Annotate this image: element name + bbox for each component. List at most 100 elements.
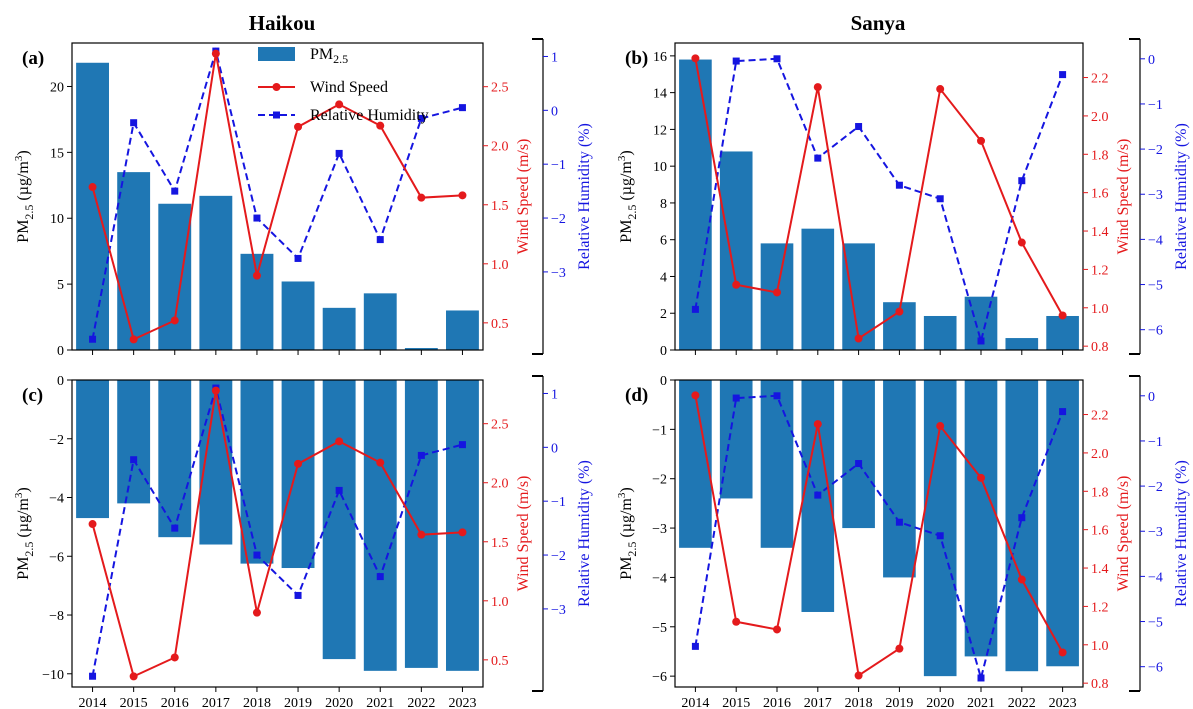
- wind-tick-label: 2.2: [1091, 409, 1109, 424]
- pm-tick-label: 4: [660, 270, 667, 285]
- wind-point: [211, 386, 220, 395]
- pm-tick-label: 0: [57, 374, 64, 389]
- rh-axis-label: Relative Humidity (%): [576, 123, 593, 270]
- rh-point: [1018, 177, 1026, 185]
- rh-point: [335, 486, 343, 494]
- wind-point: [1058, 648, 1067, 657]
- wind-point: [1017, 238, 1026, 247]
- wind-point: [458, 528, 467, 537]
- pm25-bar: [883, 380, 916, 578]
- rh-point: [773, 55, 781, 63]
- pm-tick-label: −3: [652, 522, 667, 537]
- pm-axis-label: PM2.5 (µg/m3): [616, 487, 639, 579]
- pm25-bar: [158, 203, 192, 350]
- wind-point: [1017, 575, 1026, 584]
- rh-tick-label: −3: [1148, 188, 1163, 203]
- rh-point: [335, 149, 343, 157]
- pm-tick-label: 10: [50, 212, 64, 227]
- pm25-bar: [363, 293, 397, 350]
- wind-tick-label: 1.2: [1091, 600, 1109, 615]
- pm-tick-label: −10: [42, 668, 64, 683]
- pm25-bar: [964, 380, 998, 657]
- wind-tick-label: 0.5: [491, 317, 509, 332]
- rh-tick-label: 1: [551, 387, 558, 402]
- pm-tick-label: 0: [660, 374, 667, 389]
- pm-tick-label: 15: [50, 146, 64, 161]
- legend-pm25-label: PM2.5: [310, 46, 348, 66]
- x-tick-label: 2022: [407, 696, 435, 709]
- wind-tick-label: 1.0: [491, 595, 509, 610]
- pm-tick-label: 5: [57, 278, 64, 293]
- rh-tick-label: −5: [1148, 616, 1163, 631]
- wind-point: [895, 644, 904, 653]
- rh-tick-label: −6: [1148, 324, 1163, 339]
- pm-tick-label: −5: [652, 621, 667, 636]
- wind-point: [376, 121, 385, 130]
- wind-axis-label: Wind Speed (m/s): [1115, 476, 1132, 592]
- wind-point: [335, 437, 344, 446]
- wind-tick-label: 0.5: [491, 654, 509, 669]
- pm25-bar: [760, 380, 794, 548]
- legend-wind-marker: [272, 83, 281, 91]
- wind-point: [732, 280, 741, 289]
- rh-point: [691, 642, 699, 650]
- rh-point: [773, 392, 781, 400]
- rh-tick-label: −2: [1148, 143, 1163, 158]
- pm25-bar: [322, 307, 356, 350]
- rh-tick-label: −2: [551, 212, 566, 227]
- pm-tick-label: −8: [49, 609, 64, 624]
- rh-axis-label: Relative Humidity (%): [1173, 460, 1190, 607]
- wind-tick-label: 0.8: [1091, 677, 1109, 692]
- x-tick-label: 2019: [284, 696, 312, 709]
- rh-point: [936, 195, 944, 203]
- rh-point: [417, 114, 425, 122]
- rh-tick-label: 1: [551, 50, 558, 65]
- rh-tick-label: 0: [551, 441, 558, 456]
- wind-tick-label: 1.4: [1091, 562, 1109, 577]
- rh-point: [691, 305, 699, 313]
- pm25-bar: [446, 380, 479, 671]
- wind-point: [458, 191, 467, 200]
- pm25-bar: [117, 172, 151, 350]
- rh-tick-label: −1: [551, 158, 566, 173]
- rh-point: [376, 236, 384, 244]
- column-title-haikou: Haikou: [249, 11, 316, 35]
- rh-point: [855, 460, 863, 468]
- plot-frame: [71, 42, 484, 351]
- pm-tick-label: 12: [653, 123, 667, 138]
- pm-tick-label: 2: [660, 307, 667, 322]
- legend: PM2.5 Wind Speed Relative Humidity: [258, 46, 429, 124]
- x-tick-label: 2014: [79, 696, 107, 709]
- pm25-bar: [240, 380, 274, 564]
- pm25-bar: [404, 348, 438, 350]
- pm-tick-label: 6: [660, 234, 667, 249]
- rh-series-line: [694, 57, 1064, 345]
- pm25-bar: [281, 380, 315, 569]
- rh-tick-label: −4: [1148, 233, 1163, 248]
- wind-tick-label: 1.4: [1091, 225, 1109, 240]
- rh-point: [253, 214, 261, 222]
- pm-tick-label: 8: [660, 197, 667, 212]
- pm-tick-label: −2: [652, 473, 667, 488]
- wind-tick-label: 1.8: [1091, 485, 1109, 500]
- panel-letter: (c): [22, 385, 43, 406]
- legend-pm25-swatch: [258, 47, 295, 61]
- rh-point: [895, 181, 903, 189]
- pm25-bar: [281, 281, 315, 350]
- wind-point: [895, 307, 904, 316]
- wind-tick-label: 1.0: [1091, 639, 1109, 654]
- pm25-bar: [679, 59, 712, 350]
- wind-tick-label: 1.6: [1091, 187, 1109, 202]
- x-tick-label: 2023: [448, 696, 476, 709]
- wind-point: [88, 520, 97, 529]
- x-tick-label: 2019: [885, 696, 913, 709]
- panel-letter: (d): [625, 385, 648, 406]
- rh-point: [130, 456, 138, 464]
- wind-point: [170, 653, 179, 662]
- column-title-sanya: Sanya: [851, 11, 906, 35]
- pm25-bar: [199, 195, 233, 350]
- x-tick-label: 2017: [804, 696, 832, 709]
- pm25-bar: [76, 380, 109, 519]
- x-tick-label: 2020: [325, 696, 353, 709]
- wind-point: [773, 625, 781, 634]
